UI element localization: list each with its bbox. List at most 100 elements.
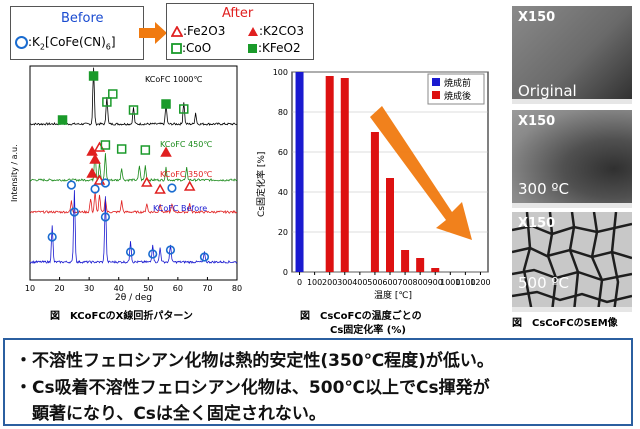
bar-y-tick-label: 40 xyxy=(278,188,288,197)
sem-mag-label: X150 xyxy=(518,216,556,231)
bar-x-tick-label: 900 xyxy=(428,278,443,287)
legend-label-before: 焼成前 xyxy=(444,77,471,89)
bar-x-tick-label: 600 xyxy=(382,278,397,287)
sem-image-original: X150 Original xyxy=(512,6,632,104)
bar-x-tick-label: 200 xyxy=(322,278,337,287)
xrd-trace-3 xyxy=(29,190,238,265)
bar-ylabel: Cs固定化率 [%] xyxy=(255,152,267,217)
xrd-x-tick-label: 40 xyxy=(114,284,124,293)
open-circle-marker xyxy=(125,247,136,257)
open-triangle-marker xyxy=(154,183,166,194)
legend-before-item: :K2[CoFe(CN)6] xyxy=(15,35,116,51)
bar-x-tick-label: 800 xyxy=(413,278,428,287)
xrd-x-tick-label: 20 xyxy=(54,284,64,293)
sem-mag-label: X150 xyxy=(518,10,556,25)
xrd-series-label-1000: KCoFC 1000℃ xyxy=(145,75,202,84)
filled-square-marker xyxy=(161,99,171,109)
xrd-series-label-450: KCoFC 450℃ xyxy=(160,140,212,149)
filled-triangle-marker xyxy=(160,146,172,157)
bar-x-tick-label: 500 xyxy=(367,278,382,287)
xrd-x-tick-label: 60 xyxy=(173,284,183,293)
legend-label-after: 焼成後 xyxy=(444,90,471,102)
bar-y-tick-label: 100 xyxy=(273,68,288,77)
bar-y-tick-label: 80 xyxy=(278,108,288,117)
sem-scale-bar xyxy=(512,307,632,312)
bar-0 xyxy=(295,72,304,272)
filled-square-marker xyxy=(57,115,68,125)
bar-800 xyxy=(416,258,425,272)
xrd-plot-frame xyxy=(29,65,238,281)
conclusion-line-2: ・Cs吸着不溶性フェロシアン化物は、500℃以上でCs揮発が xyxy=(15,378,490,398)
open-square-marker xyxy=(179,104,189,114)
bar-300 xyxy=(340,78,349,272)
open-circle-marker xyxy=(199,252,210,262)
transform-arrow-icon xyxy=(139,22,167,44)
open-circle-marker xyxy=(165,245,176,255)
legend-before: Before :K2[CoFe(CN)6] xyxy=(10,6,144,60)
open-square-marker xyxy=(108,89,118,99)
open-square-marker xyxy=(128,105,139,115)
conclusions-box: ・不溶性フェロシアン化物は熱的安定性(350℃程度)が低い。 ・Cs吸着不溶性フ… xyxy=(3,338,633,426)
filled-triangle-marker xyxy=(86,167,98,178)
legend-before-title: Before xyxy=(61,11,104,26)
bar-x-tick-label: 0 xyxy=(297,278,302,287)
xrd-x-tick-label: 10 xyxy=(25,284,35,293)
open-square-icon xyxy=(171,43,182,54)
xrd-ylabel: Intensity / a.u. xyxy=(10,144,19,202)
conclusion-line-1: ・不溶性フェロシアン化物は熱的安定性(350℃程度)が低い。 xyxy=(15,351,494,371)
legend-swatch-before xyxy=(432,78,440,86)
open-square-marker xyxy=(100,140,111,150)
bar-legend: 焼成前 焼成後 xyxy=(427,73,485,105)
open-circle-marker xyxy=(90,184,100,194)
filled-triangle-icon xyxy=(248,27,258,36)
bar-x-tick-label: 300 xyxy=(337,278,352,287)
xrd-series-label-before: KCoFC Before xyxy=(153,204,207,213)
open-triangle-marker xyxy=(183,180,196,191)
cracked-surface-texture xyxy=(512,212,632,312)
bar-900 xyxy=(431,268,440,272)
filled-square-icon xyxy=(248,44,257,53)
xrd-chart: 10 20 30 40 50 60 70 80 Intensity / a.u. 2θ / d… xyxy=(10,65,242,302)
bar-y-tick-label: 60 xyxy=(278,148,288,157)
sem-scale-bar xyxy=(512,203,632,208)
open-circle-marker xyxy=(100,212,111,222)
bar-x-tick-label: 1200 xyxy=(470,278,490,287)
legend-swatch-after xyxy=(432,91,440,99)
xrd-x-tick-label: 80 xyxy=(232,284,242,293)
cs-caption-line1: 図 CsCoFCの温度ごとの xyxy=(300,311,422,322)
open-triangle-icon xyxy=(170,25,184,37)
sem-mag-label: X150 xyxy=(518,114,556,129)
xrd-trace-2 xyxy=(29,191,238,215)
xrd-x-tick-label: 50 xyxy=(143,284,153,293)
open-circle-marker xyxy=(167,183,177,193)
filled-triangle-marker xyxy=(89,153,101,164)
decrease-arrow-icon xyxy=(370,106,472,240)
open-circle-marker xyxy=(66,180,76,190)
open-triangle-marker xyxy=(141,176,153,187)
bar-xlabel: 温度 [℃] xyxy=(374,289,412,301)
xrd-series-label-350: KCoFC 350℃ xyxy=(160,170,212,179)
open-triangle-marker xyxy=(93,174,106,185)
bar-y-tick-label: 20 xyxy=(278,228,288,237)
open-square-marker xyxy=(102,97,112,107)
filled-square-marker xyxy=(88,71,99,81)
bar-x-tick-label: 700 xyxy=(397,278,412,287)
legend-fe2o3: :Fe2O3 xyxy=(170,24,225,38)
bar-x-tick-label: 1000 xyxy=(440,278,460,287)
bar-x-tick-label: 1100 xyxy=(455,278,475,287)
sem-image-500: X150 500 ºC xyxy=(512,212,632,312)
legend-coo: :CoO xyxy=(171,41,211,55)
cs-caption-line2: Cs固定化率 (%) xyxy=(330,325,406,336)
sem-condition-label: 500 ºC xyxy=(518,274,569,292)
bar-x-tick-label: 100 xyxy=(307,278,322,287)
xrd-caption: 図 KCoFCのX線回折パターン xyxy=(50,311,193,322)
conclusion-line-3: 顕著になり、Csは全く固定されない。 xyxy=(15,404,326,424)
open-circle-marker xyxy=(100,178,111,188)
bar-y-tick-label: 0 xyxy=(283,268,288,277)
sem-condition-label: Original xyxy=(518,82,577,100)
bar-700 xyxy=(401,250,410,272)
open-triangle-marker xyxy=(93,141,106,152)
xrd-xlabel: 2θ / deg xyxy=(115,293,152,302)
open-square-marker xyxy=(140,145,151,155)
sem-image-300: X150 300 ºC xyxy=(512,110,632,208)
